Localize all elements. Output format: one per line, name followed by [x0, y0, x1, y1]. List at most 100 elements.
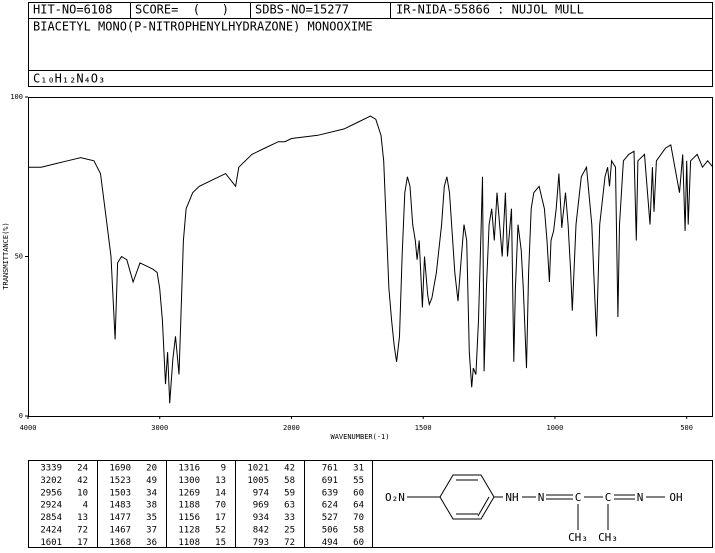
peak-wavenumber: 1503 [109, 488, 131, 498]
peak-transmittance: 36 [146, 538, 157, 548]
peak-wavenumber: 1368 [109, 538, 131, 548]
x-tick-label: 2000 [283, 424, 300, 432]
peak-transmittance: 72 [77, 526, 88, 536]
peak-wavenumber: 624 [322, 501, 338, 511]
hit-no: HIT-NO=6108 [33, 3, 112, 17]
structure-drawing [407, 474, 665, 530]
structure-label: CH₃ [598, 531, 618, 544]
peak-wavenumber: 1156 [178, 513, 200, 523]
y-tick-label: 0 [19, 412, 23, 420]
peak-wavenumber: 761 [322, 464, 338, 474]
peak-transmittance: 55 [353, 476, 364, 486]
peak-transmittance: 13 [215, 476, 226, 486]
peak-transmittance: 31 [353, 464, 364, 474]
peak-wavenumber: 2924 [40, 501, 62, 511]
peak-wavenumber: 506 [322, 526, 338, 536]
structure-label: N [538, 491, 545, 504]
peak-transmittance: 60 [353, 538, 364, 548]
peak-transmittance: 17 [215, 513, 226, 523]
benzene-ring [439, 474, 495, 520]
structure-label: C [575, 491, 582, 504]
peak-transmittance: 4 [83, 501, 88, 511]
peak-wavenumber: 1300 [178, 476, 200, 486]
x-axis-label: WAVENUMBER(-1) [330, 433, 389, 441]
peak-transmittance: 38 [146, 501, 157, 511]
peak-wavenumber: 1021 [247, 464, 269, 474]
peak-transmittance: 10 [77, 488, 88, 498]
peak-transmittance: 17 [77, 538, 88, 548]
peak-transmittance: 63 [284, 501, 295, 511]
peak-transmittance: 58 [284, 476, 295, 486]
peak-wavenumber: 969 [253, 501, 269, 511]
x-tick-label: 500 [680, 424, 693, 432]
structure-label: CH₃ [568, 531, 588, 544]
structure-label: C [605, 491, 612, 504]
peak-wavenumber: 1269 [178, 488, 200, 498]
double-bond [477, 496, 490, 517]
peak-wavenumber: 3202 [40, 476, 62, 486]
peak-wavenumber: 1128 [178, 526, 200, 536]
peak-transmittance: 34 [146, 488, 157, 498]
peak-wavenumber: 1005 [247, 476, 269, 486]
peak-wavenumber: 1477 [109, 513, 131, 523]
peak-transmittance: 14 [215, 488, 226, 498]
structure-box [372, 460, 713, 548]
peak-wavenumber: 2956 [40, 488, 62, 498]
peak-transmittance: 33 [284, 513, 295, 523]
peak-wavenumber: 1601 [40, 538, 62, 548]
peak-transmittance: 37 [146, 526, 157, 536]
structure-label: O₂N [385, 491, 405, 504]
peak-wavenumber: 2424 [40, 526, 62, 536]
peak-wavenumber: 1467 [109, 526, 131, 536]
peak-wavenumber: 842 [253, 526, 269, 536]
peak-transmittance: 13 [77, 513, 88, 523]
structure-label: OH [669, 491, 682, 504]
peak-transmittance: 24 [77, 464, 88, 474]
peak-transmittance: 58 [353, 526, 364, 536]
y-tick-label: 100 [10, 93, 23, 101]
peak-wavenumber: 527 [322, 513, 338, 523]
x-tick-label: 4000 [20, 424, 37, 432]
sdbs-no: SDBS-NO=15277 [255, 3, 349, 17]
peak-transmittance: 42 [77, 476, 88, 486]
plot-frame [28, 97, 713, 417]
peak-wavenumber: 1188 [178, 501, 200, 511]
header-box [28, 2, 713, 87]
score: SCORE= ( ) [135, 3, 229, 17]
peak-wavenumber: 2854 [40, 513, 62, 523]
peak-transmittance: 59 [284, 488, 295, 498]
peak-wavenumber: 691 [322, 476, 338, 486]
peak-wavenumber: 1690 [109, 464, 131, 474]
peak-transmittance: 25 [284, 526, 295, 536]
x-tick-label: 1500 [415, 424, 432, 432]
peak-transmittance: 52 [215, 526, 226, 536]
spectrum-line [28, 115, 714, 404]
peak-transmittance: 64 [353, 501, 364, 511]
peak-wavenumber: 793 [253, 538, 269, 548]
peak-transmittance: 15 [215, 538, 226, 548]
peak-transmittance: 35 [146, 513, 157, 523]
peak-transmittance: 42 [284, 464, 295, 474]
peak-transmittance: 60 [353, 488, 364, 498]
peak-wavenumber: 934 [253, 513, 269, 523]
x-tick-label: 3000 [151, 424, 168, 432]
peak-wavenumber: 639 [322, 488, 338, 498]
peak-transmittance: 72 [284, 538, 295, 548]
peak-wavenumber: 1483 [109, 501, 131, 511]
structure-label: NH [505, 491, 518, 504]
compound-name: BIACETYL MONO(P-NITROPHENYLHYDRAZONE) MO… [33, 20, 373, 34]
peak-wavenumber: 1523 [109, 476, 131, 486]
peak-wavenumber: 1108 [178, 538, 200, 548]
peak-wavenumber: 974 [253, 488, 269, 498]
peak-transmittance: 70 [353, 513, 364, 523]
y-tick-label: 50 [15, 253, 23, 261]
formula: C₁₀H₁₂N₄O₃ [33, 72, 105, 86]
source: IR-NIDA-55866 : NUJOL MULL [396, 3, 584, 17]
peak-wavenumber: 3339 [40, 464, 62, 474]
peak-wavenumber: 1316 [178, 464, 200, 474]
y-axis-label: TRANSMITTANCE(%) [2, 222, 10, 289]
peak-transmittance: 70 [215, 501, 226, 511]
x-tick-label: 1000 [546, 424, 563, 432]
peak-transmittance: 20 [146, 464, 157, 474]
